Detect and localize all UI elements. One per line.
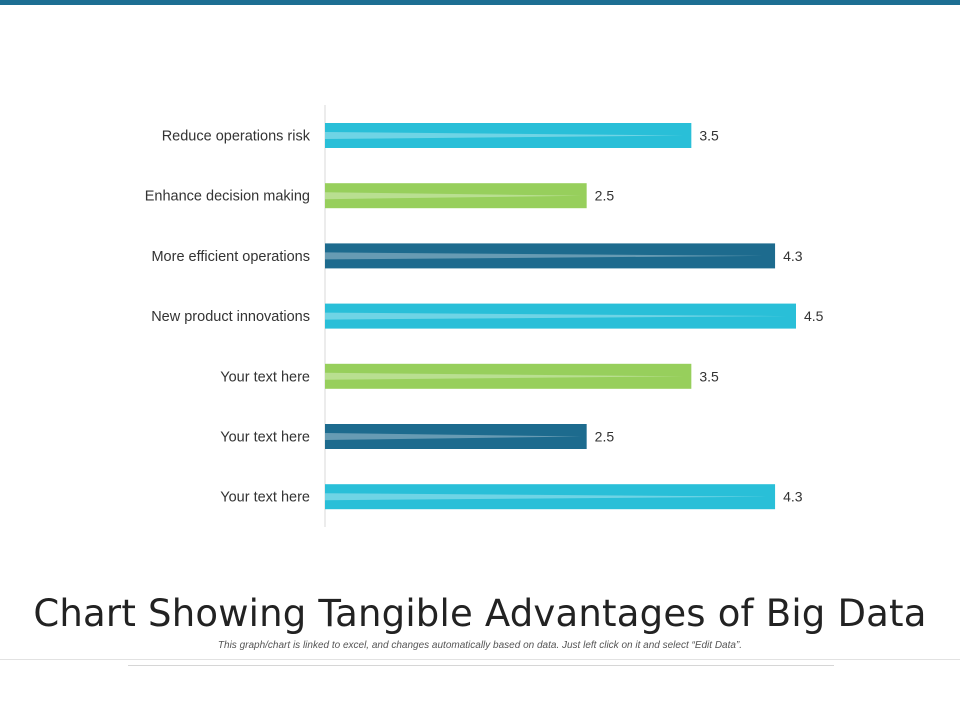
divider-line-short xyxy=(128,665,834,666)
data-label-7: 4.3 xyxy=(783,489,803,505)
bar-highlight-3 xyxy=(325,252,767,260)
bar-6[interactable] xyxy=(325,424,587,449)
category-label-1: Reduce operations risk xyxy=(162,129,311,145)
bar-3[interactable] xyxy=(325,243,776,269)
data-label-5: 3.5 xyxy=(699,368,719,384)
data-label-2: 2.5 xyxy=(595,188,615,204)
bar-highlight-4 xyxy=(325,312,787,320)
bar-5[interactable] xyxy=(325,363,692,389)
category-label-3: More efficient operations xyxy=(151,249,310,265)
bar-highlight-5 xyxy=(325,372,685,380)
category-label-4: New product innovations xyxy=(151,309,310,325)
divider-line xyxy=(0,659,960,660)
bar-highlight-6 xyxy=(325,433,582,440)
data-label-1: 3.5 xyxy=(699,128,719,144)
bar-highlight-7 xyxy=(325,493,767,501)
category-label-2: Enhance decision making xyxy=(145,189,310,205)
category-label-7: Your text here xyxy=(220,490,310,506)
data-label-4: 4.5 xyxy=(804,308,824,324)
bar-7[interactable] xyxy=(325,484,776,510)
bar-highlight-2 xyxy=(325,192,582,200)
data-label-6: 2.5 xyxy=(595,429,615,445)
slide-title: Chart Showing Tangible Advantages of Big… xyxy=(33,592,927,635)
bar-highlight-1 xyxy=(325,132,685,139)
bar-4[interactable] xyxy=(325,303,796,329)
top-accent-bar xyxy=(0,0,960,5)
bar-1[interactable] xyxy=(325,123,692,148)
data-label-3: 4.3 xyxy=(783,248,803,264)
category-label-5: Your text here xyxy=(220,369,310,385)
bar-2[interactable] xyxy=(325,183,587,209)
category-label-6: Your text here xyxy=(220,430,310,446)
chart-note: This graph/chart is linked to excel, and… xyxy=(217,640,743,651)
bar-chart[interactable]: Reduce operations risk 3.5 Enhance decisio… xyxy=(0,0,960,560)
